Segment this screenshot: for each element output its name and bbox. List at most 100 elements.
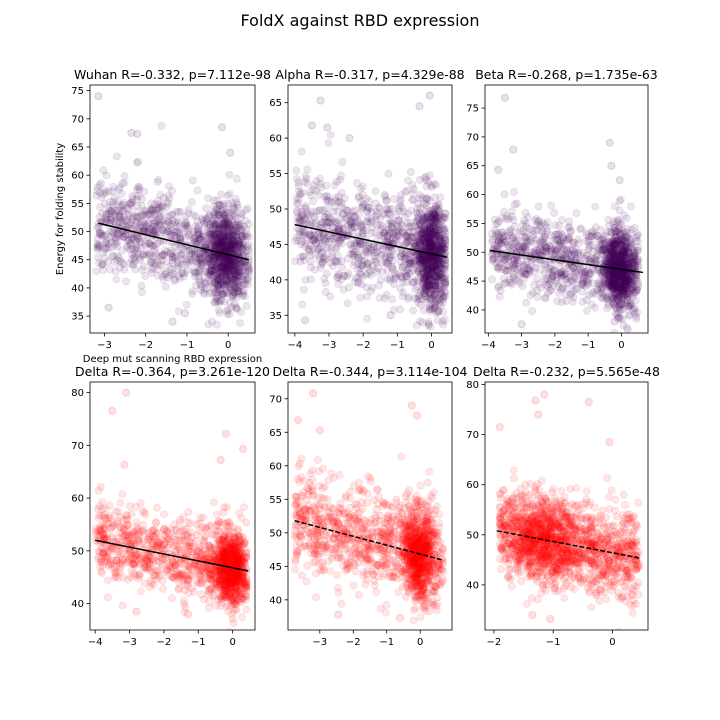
- y-tick-label: 45: [71, 255, 84, 266]
- scatter-point: [175, 222, 184, 231]
- scatter-point: [188, 211, 197, 220]
- scatter-point: [233, 200, 242, 209]
- scatter-point: [97, 193, 106, 202]
- scatter-point: [224, 218, 233, 227]
- scatter-point: [201, 267, 210, 276]
- scatter-point: [228, 290, 237, 299]
- scatter-point: [219, 253, 228, 262]
- scatter-point: [110, 258, 119, 267]
- scatter-point: [174, 257, 183, 266]
- scatter-point: [99, 265, 108, 274]
- scatter-point: [234, 266, 243, 275]
- scatter-point: [535, 238, 544, 247]
- scatter-point: [195, 255, 204, 264]
- scatter-point: [212, 253, 221, 262]
- scatter-point: [404, 228, 413, 237]
- scatter-point: [223, 267, 232, 276]
- scatter-point: [335, 175, 344, 184]
- scatter-point: [221, 214, 230, 223]
- scatter-point: [196, 260, 205, 269]
- scatter-point: [229, 211, 238, 220]
- scatter-point: [227, 256, 236, 265]
- scatter-point: [147, 258, 156, 267]
- scatter-point: [338, 157, 347, 166]
- scatter-point: [234, 286, 243, 295]
- scatter-point: [217, 270, 226, 279]
- scatter-point: [124, 237, 133, 246]
- scatter-point: [153, 178, 162, 187]
- scatter-point: [220, 240, 229, 249]
- scatter-point: [300, 256, 309, 265]
- scatter-point: [158, 251, 167, 260]
- scatter-point: [220, 219, 229, 228]
- scatter-point: [240, 222, 249, 231]
- scatter-point: [219, 220, 228, 229]
- scatter-point: [164, 226, 173, 235]
- scatter-point: [219, 214, 228, 223]
- scatter-point: [145, 239, 154, 248]
- scatter-point: [114, 196, 123, 205]
- scatter-point: [209, 252, 218, 261]
- scatter-point: [212, 229, 221, 238]
- scatter-point: [219, 259, 228, 268]
- scatter-point: [150, 259, 159, 268]
- scatter-point: [241, 280, 250, 289]
- scatter-point: [213, 274, 222, 283]
- scatter-point: [233, 236, 242, 245]
- scatter-point: [212, 285, 221, 294]
- scatter-point: [102, 245, 111, 254]
- scatter-point: [322, 181, 331, 190]
- scatter-point: [411, 285, 420, 294]
- scatter-point: [147, 206, 156, 215]
- scatter-point: [157, 256, 166, 265]
- scatter-point: [218, 266, 227, 275]
- scatter-point: [350, 278, 359, 287]
- scatter-point: [238, 245, 247, 254]
- scatter-point: [219, 258, 228, 267]
- scatter-point: [223, 232, 232, 241]
- scatter-point: [229, 241, 238, 250]
- scatter-point: [547, 201, 556, 210]
- scatter-point: [112, 152, 121, 161]
- scatter-point: [217, 236, 226, 245]
- scatter-point: [632, 286, 641, 295]
- scatter-point: [603, 256, 612, 265]
- scatter-point: [135, 212, 144, 221]
- scatter-point: [380, 190, 389, 199]
- scatter-point: [209, 253, 218, 262]
- scatter-point: [135, 235, 144, 244]
- scatter-point: [242, 232, 251, 241]
- scatter-point: [220, 237, 229, 246]
- scatter-point: [230, 256, 239, 265]
- scatter-point: [601, 245, 610, 254]
- scatter-point: [221, 266, 230, 275]
- scatter-point: [223, 256, 232, 265]
- scatter-point: [167, 210, 176, 219]
- scatter-point: [221, 264, 230, 273]
- scatter-point: [167, 265, 176, 274]
- scatter-point: [220, 243, 229, 252]
- scatter-point: [223, 236, 232, 245]
- scatter-point: [166, 271, 175, 280]
- scatter-point: [237, 281, 246, 290]
- scatter-point: [125, 219, 134, 228]
- scatter-point: [218, 209, 227, 218]
- scatter-point: [163, 227, 172, 236]
- scatter-point: [97, 178, 106, 187]
- scatter-point: [204, 226, 213, 235]
- scatter-point: [227, 216, 236, 225]
- x-tick-label: −2: [356, 340, 371, 351]
- scatter-point: [151, 260, 160, 269]
- scatter-point: [230, 260, 239, 269]
- x-tick-label: 0: [618, 340, 624, 351]
- scatter-point: [147, 257, 156, 266]
- scatter-point: [154, 260, 163, 269]
- scatter-point-outlier: [104, 303, 113, 312]
- scatter-point: [161, 269, 170, 278]
- scatter-point: [229, 257, 238, 266]
- scatter-point: [216, 239, 225, 248]
- scatter-point: [292, 166, 301, 175]
- scatter-point: [93, 183, 102, 192]
- scatter-point: [180, 272, 189, 281]
- scatter-point: [115, 230, 124, 239]
